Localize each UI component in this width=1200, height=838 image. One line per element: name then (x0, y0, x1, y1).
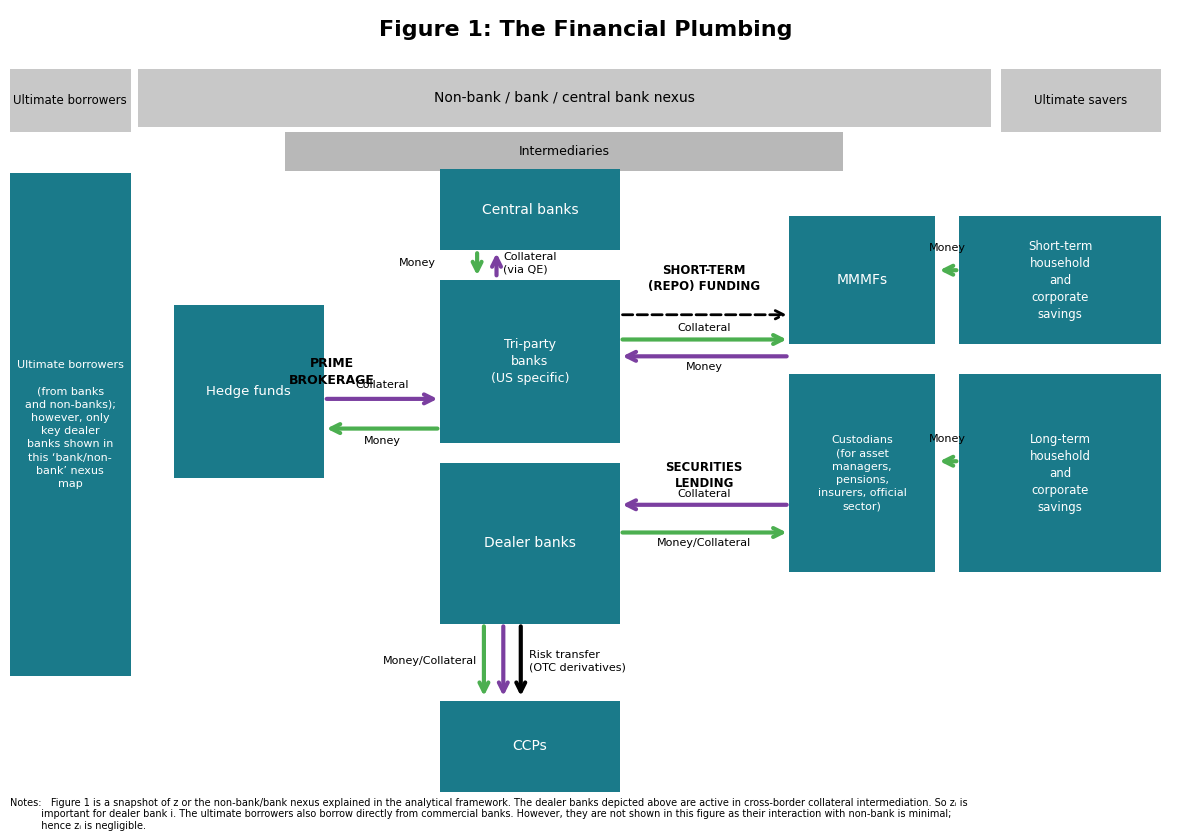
Text: Custodians
(for asset
managers,
pensions,
insurers, official
sector): Custodians (for asset managers, pensions… (817, 435, 907, 511)
FancyBboxPatch shape (286, 132, 842, 171)
Text: SECURITIES
LENDING: SECURITIES LENDING (666, 461, 743, 489)
FancyBboxPatch shape (10, 70, 131, 132)
Text: Collateral
(via QE): Collateral (via QE) (503, 252, 557, 275)
Text: Collateral: Collateral (677, 489, 731, 499)
FancyArrowPatch shape (628, 352, 787, 361)
Text: Ultimate borrowers: Ultimate borrowers (13, 94, 127, 107)
FancyArrowPatch shape (480, 626, 488, 691)
Text: Risk transfer
(OTC derivatives): Risk transfer (OTC derivatives) (529, 650, 626, 672)
Text: CCPs: CCPs (512, 739, 547, 753)
FancyBboxPatch shape (138, 70, 991, 127)
Text: Money: Money (398, 258, 436, 268)
FancyArrowPatch shape (944, 266, 956, 275)
FancyBboxPatch shape (959, 374, 1160, 572)
FancyBboxPatch shape (440, 701, 619, 792)
Text: Hedge funds: Hedge funds (206, 385, 292, 398)
FancyBboxPatch shape (174, 305, 324, 478)
FancyArrowPatch shape (473, 253, 481, 271)
Text: Notes:   Figure 1 is a snapshot of z or the non-bank/bank nexus explained in the: Notes: Figure 1 is a snapshot of z or th… (10, 798, 967, 831)
FancyArrowPatch shape (944, 457, 956, 466)
FancyBboxPatch shape (790, 374, 935, 572)
Text: Tri-party
banks
(US specific): Tri-party banks (US specific) (491, 339, 569, 385)
Text: MMMFs: MMMFs (836, 273, 888, 287)
Text: PRIME
BROKERAGE: PRIME BROKERAGE (289, 357, 374, 387)
FancyBboxPatch shape (440, 280, 619, 443)
Text: Ultimate borrowers

(from banks
and non-banks);
however, only
key dealer
banks s: Ultimate borrowers (from banks and non-b… (17, 360, 124, 489)
Text: Money/Collateral: Money/Collateral (656, 539, 751, 548)
FancyBboxPatch shape (1001, 70, 1160, 132)
Text: Non-bank / bank / central bank nexus: Non-bank / bank / central bank nexus (434, 91, 695, 105)
FancyArrowPatch shape (623, 335, 782, 344)
FancyBboxPatch shape (959, 215, 1160, 344)
Text: Short-term
household
and
corporate
savings: Short-term household and corporate savin… (1028, 240, 1092, 321)
FancyBboxPatch shape (790, 215, 935, 344)
Text: Collateral: Collateral (677, 323, 731, 333)
Text: Collateral: Collateral (355, 380, 409, 390)
FancyArrowPatch shape (623, 528, 782, 537)
Text: Money: Money (929, 434, 966, 444)
FancyArrowPatch shape (628, 500, 787, 510)
FancyBboxPatch shape (440, 463, 619, 623)
Text: Money: Money (685, 362, 722, 372)
Text: Money: Money (364, 436, 401, 446)
FancyArrowPatch shape (492, 258, 500, 276)
FancyArrowPatch shape (331, 424, 438, 433)
FancyBboxPatch shape (10, 173, 131, 676)
FancyArrowPatch shape (499, 626, 508, 691)
Text: SHORT-TERM
(REPO) FUNDING: SHORT-TERM (REPO) FUNDING (648, 264, 760, 293)
FancyArrowPatch shape (516, 626, 526, 691)
Text: Intermediaries: Intermediaries (518, 145, 610, 158)
Text: Ultimate savers: Ultimate savers (1034, 94, 1128, 107)
Text: Money: Money (929, 243, 966, 253)
FancyArrowPatch shape (623, 311, 784, 319)
Text: Long-term
household
and
corporate
savings: Long-term household and corporate saving… (1030, 432, 1091, 514)
FancyArrowPatch shape (326, 395, 433, 403)
Text: Figure 1: The Financial Plumbing: Figure 1: The Financial Plumbing (379, 20, 792, 39)
FancyBboxPatch shape (440, 169, 619, 251)
Text: Dealer banks: Dealer banks (484, 536, 576, 551)
Text: Central banks: Central banks (481, 203, 578, 217)
Text: Money/Collateral: Money/Collateral (383, 656, 478, 666)
